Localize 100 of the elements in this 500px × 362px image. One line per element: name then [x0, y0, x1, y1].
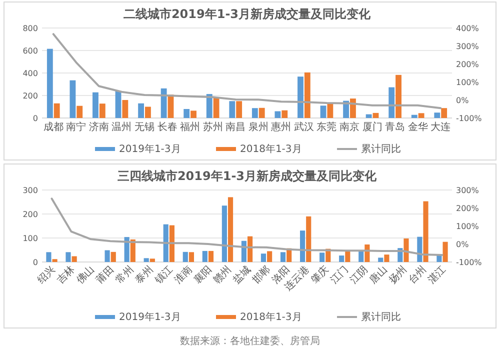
y-tick-label: 200 — [22, 210, 38, 219]
bar — [441, 108, 448, 118]
legend-label: 2018年1-3月 — [240, 143, 302, 155]
bar — [229, 101, 236, 118]
x-tick-label: 南京 — [340, 121, 360, 133]
bar — [306, 216, 312, 262]
x-tick-label: 惠州 — [270, 121, 292, 133]
y2-tick-label: 200% — [456, 204, 480, 213]
y-tick-label: 100 — [22, 234, 38, 243]
legend-label: 2018年1-3月 — [240, 311, 302, 323]
bar — [99, 104, 106, 118]
bar — [280, 252, 286, 262]
bar — [150, 258, 155, 262]
bar — [236, 101, 242, 118]
bar — [76, 106, 83, 118]
y-tick-label: 800 — [22, 24, 38, 33]
y2-tick-label: 100% — [456, 78, 480, 87]
bar — [188, 252, 194, 262]
bar — [411, 114, 418, 118]
bar — [145, 106, 151, 118]
bar — [248, 236, 253, 262]
x-tick-label: 成都 — [43, 121, 64, 133]
y-tick-label: 0 — [32, 258, 38, 267]
bar — [358, 250, 364, 262]
x-tick-label: 南昌 — [226, 121, 246, 133]
y2-tick-label: 0% — [456, 96, 470, 105]
line-series — [52, 33, 442, 110]
x-tick-label: 长春 — [157, 121, 178, 133]
x-tick-label: 温州 — [112, 121, 132, 133]
bar — [423, 201, 428, 262]
bar — [138, 103, 144, 118]
x-tick-label: 金华 — [408, 121, 428, 133]
legend-label: 累计同比 — [361, 311, 401, 323]
x-tick-label: 无锡 — [134, 122, 154, 133]
x-tick-label: 厦门 — [362, 121, 382, 133]
bar — [110, 252, 116, 262]
bar — [345, 251, 350, 262]
chart-title: 三四线城市2019年1-3月新房成交量及同比变化 — [117, 169, 378, 183]
bar — [418, 113, 424, 118]
bar — [52, 259, 58, 262]
bar — [366, 114, 372, 118]
y-tick-label: 300 — [22, 186, 38, 195]
x-tick-label: 武汉 — [294, 121, 314, 133]
line-series — [50, 198, 444, 256]
bar — [46, 48, 53, 118]
bar — [169, 225, 174, 262]
x-tick-label: 青岛 — [385, 121, 406, 133]
y2-tick-label: 400% — [456, 24, 480, 33]
x-tick-label: 福州 — [180, 121, 200, 133]
bar — [54, 103, 60, 118]
bar — [258, 108, 265, 118]
y2-tick-label: 0% — [456, 240, 470, 249]
y2-tick-label: 300% — [456, 42, 480, 51]
legend-label: 2019年1-3月 — [119, 311, 181, 323]
y2-tick-label: 200% — [456, 60, 480, 69]
bar — [144, 258, 149, 262]
legend-label: 2019年1-3月 — [119, 143, 181, 155]
bar — [122, 100, 128, 118]
bar — [274, 111, 281, 118]
y2-tick-label: -100% — [456, 258, 482, 267]
bar — [72, 256, 77, 262]
bar — [66, 252, 71, 262]
bar — [184, 109, 190, 118]
bar — [213, 97, 220, 118]
bar — [339, 256, 344, 262]
y-tick-label: 0 — [32, 114, 38, 123]
bar — [327, 104, 334, 118]
bar — [46, 252, 52, 262]
bar — [372, 112, 379, 118]
bar — [182, 252, 188, 262]
y2-tick-label: -100% — [456, 114, 482, 123]
x-tick-label: 南宁 — [66, 121, 86, 133]
bar — [252, 108, 258, 118]
bar — [384, 254, 390, 262]
bar — [298, 76, 304, 118]
bar — [320, 252, 325, 262]
bar — [190, 110, 196, 118]
bar — [300, 230, 306, 262]
bar — [417, 236, 422, 262]
chart-title: 二线城市2019年1-3月新房成交量及同比变化 — [123, 7, 372, 21]
bar — [282, 110, 288, 118]
bar — [228, 197, 234, 262]
x-tick-label: 大连 — [430, 121, 451, 133]
bar — [442, 242, 448, 262]
source-note: 数据来源：各地住建委、房管局 — [180, 335, 320, 347]
x-tick-label: 苏州 — [202, 121, 223, 133]
bar — [267, 251, 272, 262]
legend-label: 累计同比 — [361, 143, 401, 155]
bar — [163, 224, 168, 262]
bar — [104, 250, 110, 262]
bar — [222, 206, 227, 262]
bar — [320, 106, 326, 118]
bar — [208, 250, 214, 262]
bar — [434, 112, 440, 118]
bar — [160, 88, 167, 118]
y2-tick-label: 300% — [456, 186, 480, 195]
bar — [202, 250, 208, 262]
bar — [396, 74, 402, 118]
x-tick-label: 东莞 — [316, 121, 337, 133]
bar — [388, 87, 395, 118]
